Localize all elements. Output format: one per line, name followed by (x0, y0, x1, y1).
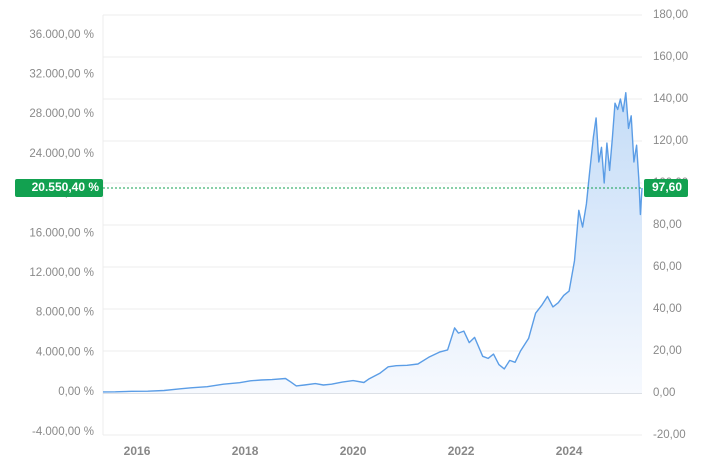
y2-tick-label: 20,00 (653, 345, 682, 357)
x-tick-label: 2020 (340, 444, 367, 458)
y2-tick-label: 180,00 (653, 9, 688, 21)
y2-tick-label: -20,00 (653, 429, 686, 441)
y-tick-label: 28.000,00 % (29, 108, 94, 120)
x-tick-label: 2016 (124, 444, 151, 458)
y2-tick-label: 40,00 (653, 303, 682, 315)
current-pct-label: 20.550,40 % (32, 180, 100, 194)
y-tick-label: 32.000,00 % (29, 68, 94, 80)
x-tick-label: 2024 (556, 444, 583, 458)
current-tag-left (15, 179, 103, 198)
y-tick-label: 24.000,00 % (29, 148, 94, 160)
y2-tick-label: 140,00 (653, 93, 688, 105)
x-tick-label: 2018 (232, 444, 259, 458)
area (103, 92, 642, 393)
y-tick-label: -4.000,00 % (32, 426, 94, 438)
y2-tick-label: 60,00 (653, 261, 682, 273)
y2-tick-label: 160,00 (653, 51, 688, 63)
y2-tick-label: 80,00 (653, 219, 682, 231)
current-price-label: 97,60 (652, 180, 682, 194)
y-tick-label: 4.000,00 % (36, 346, 94, 358)
y-tick-label: 36.000,00 % (29, 29, 94, 41)
current-tag-right (644, 179, 688, 198)
y2-tick-label: 120,00 (653, 135, 688, 147)
y2-tick-label: 0,00 (653, 387, 675, 399)
y-tick-label: 16.000,00 % (29, 227, 94, 239)
y-tick-label: 8.000,00 % (36, 307, 94, 319)
y-tick-label: 12.000,00 % (29, 267, 94, 279)
price-line (102, 92, 643, 393)
x-tick-label: 2022 (448, 444, 475, 458)
y-tick-label: 0,00 % (58, 386, 94, 398)
